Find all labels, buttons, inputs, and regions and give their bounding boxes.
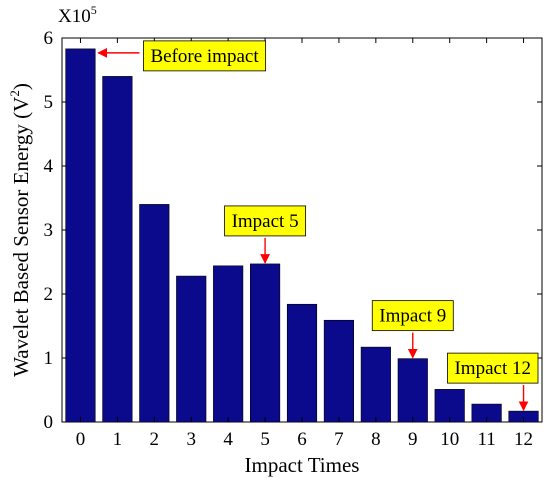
annotation-label: Impact 5	[232, 211, 299, 232]
bar-3	[176, 275, 207, 423]
x-tick-label: 4	[223, 429, 233, 450]
y-axis-ticks: 0 1 2 3 4 5 6	[44, 28, 542, 433]
y-axis-multiplier: X105	[58, 3, 97, 27]
annotations-layer: Before impact Impact 5 Impact 9 Impact 12	[97, 40, 539, 412]
x-tick-label: 11	[477, 429, 495, 450]
annotation-box	[371, 300, 454, 332]
bar-2	[139, 204, 170, 423]
x-axis-ticks: 0 1 2 3 4 5 6 7 8 9 10 11 12	[76, 38, 533, 450]
annotation-box	[224, 205, 306, 237]
y-tick-label: 1	[44, 348, 54, 369]
x-tick-label: 7	[334, 429, 344, 450]
bar-9	[397, 358, 428, 423]
x-tick-label: 6	[297, 429, 307, 450]
bar-1	[102, 76, 133, 423]
annotation-3: Impact 9	[371, 300, 454, 359]
bar-5	[250, 263, 281, 423]
y-tick-label: 0	[44, 412, 54, 433]
bar-0	[65, 48, 96, 423]
annotation-1: Before impact	[97, 40, 267, 72]
y-tick-label: 3	[44, 220, 54, 241]
x-tick-label: 9	[408, 429, 418, 450]
y-tick-label: 4	[44, 156, 54, 177]
annotation-label: Before impact	[150, 46, 259, 67]
x-tick-label: 5	[260, 429, 270, 450]
y-tick-label: 6	[44, 28, 54, 49]
x-tick-label: 2	[150, 429, 160, 450]
x-tick-label: 3	[186, 429, 196, 450]
annotation-box	[447, 352, 539, 384]
x-tick-label: 1	[113, 429, 123, 450]
annotation-label: Impact 12	[454, 358, 531, 379]
annotation-2: Impact 5	[224, 205, 306, 264]
bar-8	[360, 346, 391, 423]
x-tick-label: 0	[76, 429, 86, 450]
bar-10	[434, 389, 465, 423]
annotation-4: Impact 12	[447, 352, 539, 412]
annotation-box	[143, 40, 267, 72]
annotation-label: Impact 9	[379, 306, 446, 327]
x-axis-label: Impact Times	[245, 453, 360, 477]
x-tick-label: 12	[514, 429, 533, 450]
bar-7	[323, 319, 354, 423]
y-tick-label: 5	[44, 92, 54, 113]
x-tick-label: 8	[371, 429, 381, 450]
x-tick-label: 10	[440, 429, 459, 450]
bar-6	[286, 303, 318, 423]
bar-4	[213, 265, 244, 423]
y-tick-label: 2	[44, 284, 54, 305]
y-axis-label: Wavelet Based Sensor Energy (V2)	[7, 83, 33, 377]
